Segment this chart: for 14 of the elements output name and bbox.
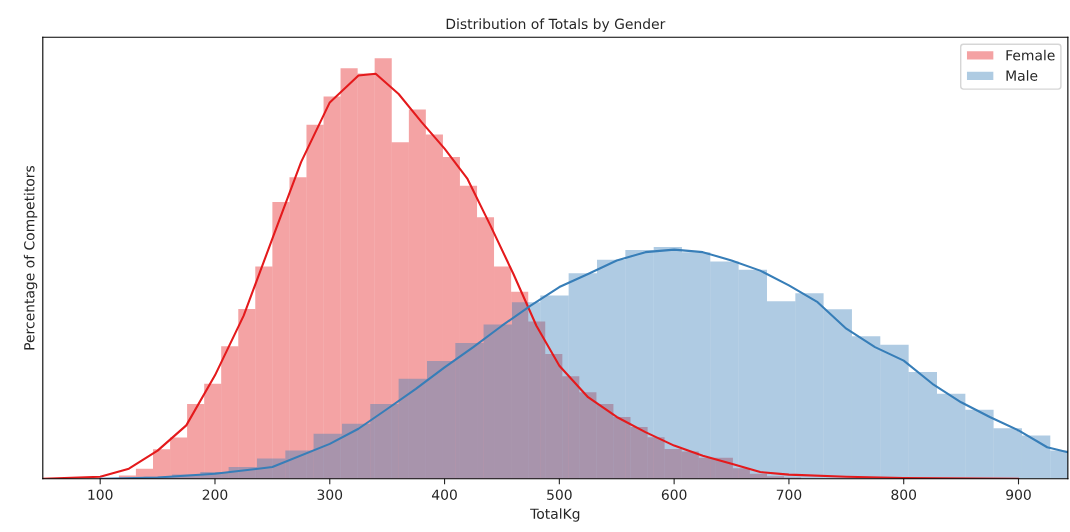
legend-label: Male — [1006, 70, 1038, 81]
x-tick-label: 400 — [431, 489, 457, 500]
legend-label: Female — [1006, 49, 1055, 61]
x-tick-label: 300 — [317, 489, 343, 500]
x-tick-label: 500 — [547, 489, 572, 500]
x-tick-label: 700 — [776, 489, 802, 500]
x-tick-label: 600 — [661, 489, 687, 500]
x-tick-label: 200 — [202, 489, 228, 500]
x-tick-label: 100 — [88, 489, 113, 500]
x-axis-title: TotalKg — [530, 508, 580, 522]
y-axis-title: Percentage of Competitors — [23, 165, 38, 350]
x-tick-label: 900 — [1006, 489, 1031, 500]
chart-title: Distribution of Totals by Gender — [446, 18, 666, 32]
x-tick-label: 800 — [891, 489, 917, 500]
